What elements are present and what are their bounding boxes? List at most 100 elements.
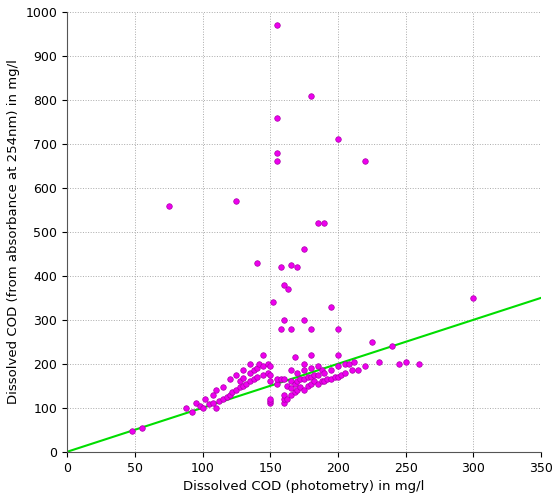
Point (388, 342, 396, 350)
Point (286, 261, 295, 269)
Point (232, 197, 241, 205)
Point (218, 395, 227, 403)
Point (212, 386, 221, 394)
Point (313, 219, 322, 227)
Point (340, 360, 349, 368)
Point (296, 382, 305, 390)
Point (290, 380, 299, 388)
Point (282, 382, 291, 390)
Point (266, 362, 275, 370)
Point (279, 395, 288, 403)
Point (313, 362, 322, 370)
Point (252, 373, 261, 381)
Point (323, 375, 332, 383)
Point (300, 375, 309, 383)
Point (252, 364, 261, 372)
Point (317, 366, 326, 374)
Point (320, 378, 329, 386)
Point (340, 368, 349, 376)
Point (279, 280, 288, 288)
Point (326, 375, 335, 383)
Point (232, 386, 241, 394)
Point (354, 366, 363, 374)
Point (293, 263, 302, 271)
Point (306, 324, 315, 332)
Point (309, 378, 318, 386)
Point (326, 302, 335, 310)
Point (306, 364, 315, 372)
Point (250, 366, 259, 374)
Point (198, 404, 207, 412)
Point (334, 136, 343, 143)
Point (401, 358, 410, 366)
Point (394, 360, 403, 368)
Point (367, 338, 376, 346)
Point (277, 263, 286, 271)
Point (266, 398, 275, 406)
Point (361, 362, 370, 370)
Point (361, 158, 370, 166)
Point (241, 380, 250, 388)
Point (350, 358, 359, 366)
Point (212, 404, 221, 412)
Point (218, 382, 227, 390)
Point (300, 366, 309, 374)
Point (300, 386, 309, 394)
Point (290, 353, 299, 361)
Point (225, 390, 234, 398)
Point (239, 374, 248, 382)
Point (228, 388, 237, 396)
Point (282, 395, 291, 403)
Point (225, 375, 234, 383)
Point (313, 380, 322, 388)
Point (209, 398, 218, 406)
Point (266, 371, 275, 379)
Point (415, 360, 424, 368)
Point (286, 384, 295, 392)
Point (182, 404, 191, 412)
Point (259, 351, 268, 359)
Point (259, 371, 268, 379)
Point (187, 408, 196, 416)
Point (255, 360, 264, 368)
Point (306, 373, 315, 381)
Point (286, 390, 295, 398)
Point (334, 324, 343, 332)
Point (209, 390, 218, 398)
Point (239, 366, 248, 374)
Point (259, 362, 268, 370)
Point (273, 158, 282, 166)
Point (309, 371, 318, 379)
Point (273, 114, 282, 122)
Point (331, 373, 340, 381)
Point (334, 351, 343, 359)
Point (232, 371, 241, 379)
Point (277, 375, 286, 383)
Point (290, 388, 299, 396)
Point (214, 397, 223, 405)
Point (273, 148, 282, 156)
Point (300, 360, 309, 368)
Point (286, 378, 295, 386)
Point (320, 219, 329, 227)
Point (263, 368, 272, 376)
Point (296, 375, 305, 383)
Point (205, 400, 214, 408)
Point (300, 246, 309, 254)
Point (283, 285, 292, 293)
Point (317, 376, 326, 384)
Point (279, 375, 288, 383)
Point (277, 324, 286, 332)
Point (266, 378, 275, 386)
Point (306, 351, 315, 359)
Point (374, 358, 383, 366)
Point (279, 316, 288, 324)
Point (266, 397, 275, 405)
Point (128, 426, 137, 434)
Point (266, 395, 275, 403)
Point (336, 371, 345, 379)
Point (201, 395, 210, 403)
Point (293, 378, 302, 386)
Point (236, 376, 245, 384)
Point (137, 424, 146, 432)
